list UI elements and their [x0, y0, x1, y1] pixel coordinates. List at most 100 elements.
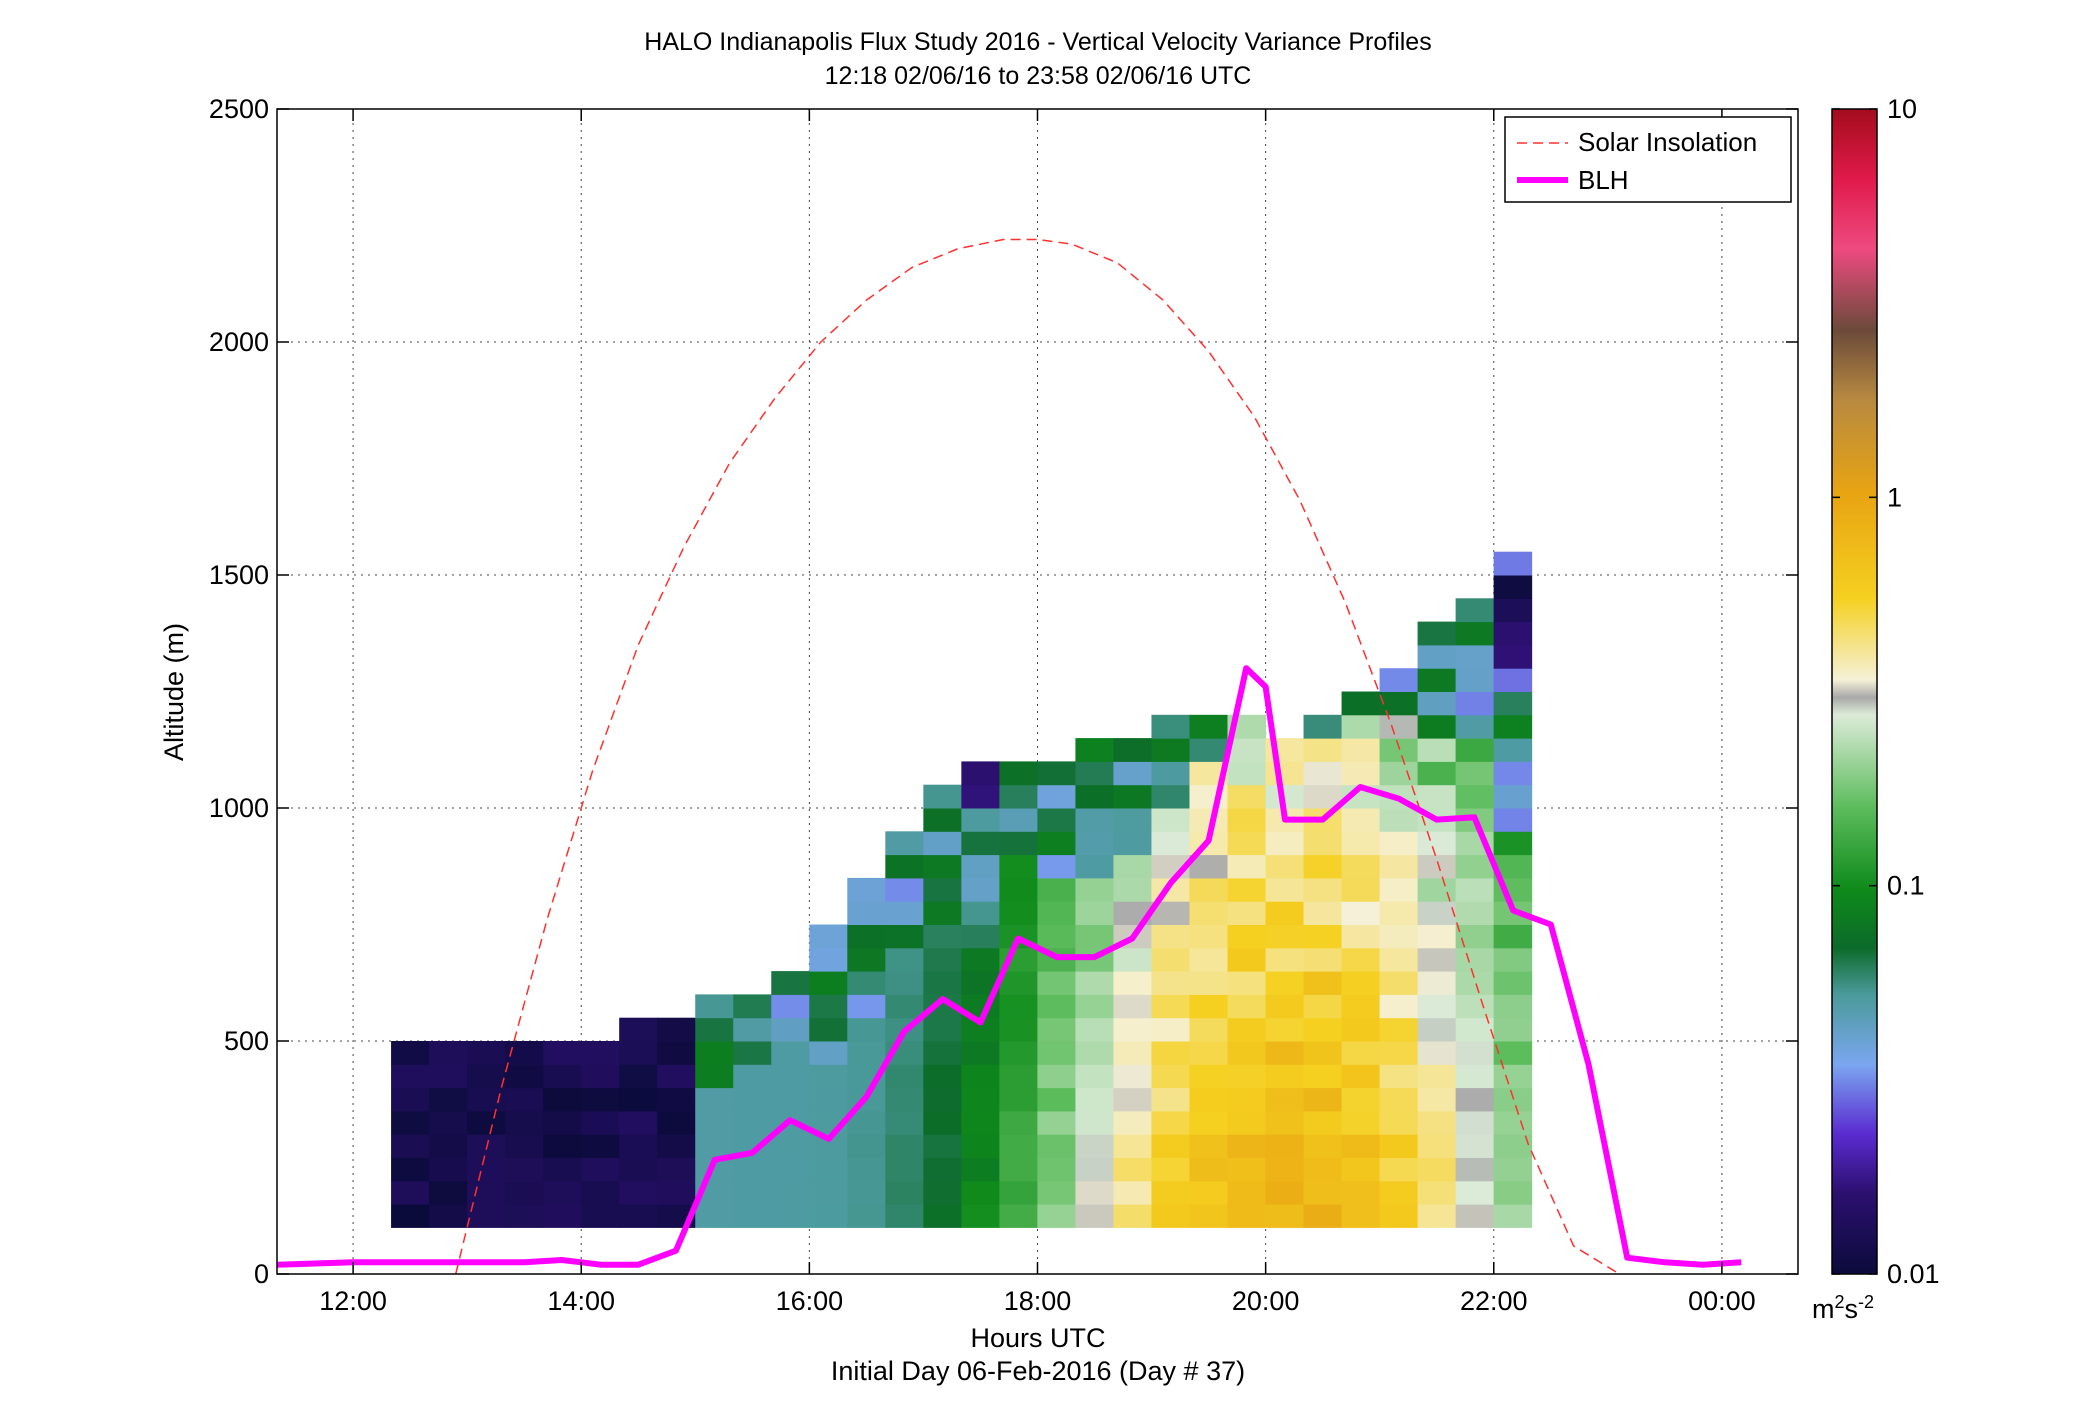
heatmap-cell — [543, 1064, 582, 1089]
heatmap-cell — [1379, 877, 1419, 902]
heatmap-cell — [1265, 1110, 1305, 1135]
heatmap-cell — [1379, 1087, 1419, 1112]
heatmap-cell — [923, 901, 962, 925]
heatmap-cell — [1151, 1041, 1190, 1065]
heatmap-cell — [1227, 784, 1267, 809]
heatmap-cell — [1493, 947, 1533, 972]
heatmap-cell — [1151, 1017, 1190, 1042]
heatmap-cell — [1037, 1157, 1076, 1182]
heatmap-cell — [923, 1017, 962, 1042]
heatmap-cell — [733, 994, 772, 1019]
heatmap-cell — [1151, 808, 1190, 832]
heatmap-cell — [1151, 1064, 1190, 1089]
heatmap-cell — [1037, 784, 1076, 809]
heatmap-cell — [809, 1180, 848, 1205]
heatmap-cell — [429, 1157, 468, 1182]
heatmap-cell — [1455, 877, 1495, 902]
heatmap-cell — [923, 1157, 962, 1182]
heatmap-cell — [1037, 808, 1076, 832]
heatmap-cell — [429, 1180, 468, 1205]
heatmap-cell — [961, 901, 1000, 925]
heatmap-cell — [923, 1041, 962, 1065]
heatmap-cell — [1189, 1157, 1228, 1182]
heatmap-cell — [1379, 901, 1419, 925]
heatmap-cell — [1417, 831, 1457, 856]
heatmap-cell — [1151, 1110, 1190, 1135]
heatmap-cell — [1265, 1134, 1305, 1158]
heatmap-cell — [1493, 971, 1533, 995]
heatmap-cell — [847, 1041, 886, 1065]
heatmap-cell — [771, 994, 810, 1019]
heatmap-cell — [1455, 924, 1495, 949]
heatmap-cell — [1227, 877, 1267, 902]
heatmap-cell — [1379, 761, 1419, 786]
heatmap-cell — [1493, 761, 1533, 786]
heatmap-cell — [1303, 1134, 1343, 1158]
heatmap-cell — [429, 1087, 468, 1112]
heatmap-cell — [1417, 1041, 1457, 1065]
heatmap-cell — [1151, 901, 1190, 925]
heatmap-cell — [847, 947, 886, 972]
heatmap-cell — [1417, 621, 1457, 646]
heatmap-cell — [1151, 994, 1190, 1019]
heatmap-cell — [1455, 1041, 1495, 1065]
heatmap-cell — [999, 1134, 1038, 1158]
heatmap-cell — [695, 1110, 734, 1135]
heatmap-cell — [543, 1110, 582, 1135]
heatmap-cell — [1265, 854, 1305, 879]
colorbar-tick-label: 0.01 — [1887, 1259, 1940, 1289]
heatmap-cell — [961, 831, 1000, 856]
heatmap-cell — [1227, 808, 1267, 832]
heatmap-cell — [1151, 947, 1190, 972]
heatmap-cell — [1379, 714, 1419, 739]
heatmap-cell — [543, 1204, 582, 1228]
heatmap-cell — [1075, 1204, 1114, 1228]
heatmap-cell — [1379, 1110, 1419, 1135]
heatmap-cell — [1227, 1180, 1267, 1205]
heatmap-cell — [885, 1134, 924, 1158]
y-tick-label: 500 — [224, 1026, 269, 1056]
heatmap-cell — [961, 1087, 1000, 1112]
heatmap-cell — [1493, 1134, 1533, 1158]
heatmap-cell — [1303, 761, 1343, 786]
heatmap-cell — [961, 924, 1000, 949]
heatmap-cell — [467, 1204, 506, 1228]
colorbar-unit-mid: s — [1845, 1294, 1859, 1324]
heatmap-cell — [1075, 901, 1114, 925]
heatmap-cell — [1417, 761, 1457, 786]
heatmap-cell — [1493, 738, 1533, 762]
heatmap-cell — [1379, 924, 1419, 949]
heatmap-cell — [505, 1204, 544, 1228]
x-axis-sublabel: Initial Day 06-Feb-2016 (Day # 37) — [831, 1356, 1245, 1386]
heatmap-cell — [1151, 1180, 1190, 1205]
heatmap-cell — [1037, 877, 1076, 902]
heatmap-cell — [961, 1110, 1000, 1135]
heatmap-cell — [429, 1110, 468, 1135]
heatmap-cell — [1265, 901, 1305, 925]
heatmap-cell — [1303, 1041, 1343, 1065]
heatmap-cell — [581, 1134, 620, 1158]
heatmap-cell — [1265, 877, 1305, 902]
heatmap-cell — [1075, 924, 1114, 949]
heatmap-cell — [1341, 1204, 1381, 1228]
heatmap-cell — [1303, 1180, 1343, 1205]
heatmap-cell — [581, 1180, 620, 1205]
heatmap-cell — [467, 1180, 506, 1205]
heatmap-cell — [657, 1087, 696, 1112]
heatmap-cell — [1455, 994, 1495, 1019]
heatmap-cell — [1075, 1134, 1114, 1158]
heatmap-cell — [1455, 971, 1495, 995]
heatmap-cell — [1151, 971, 1190, 995]
heatmap-cell — [1379, 738, 1419, 762]
heatmap-cell — [809, 1064, 848, 1089]
heatmap-cell — [1417, 971, 1457, 995]
heatmap-cell — [581, 1204, 620, 1228]
heatmap-cell — [809, 1157, 848, 1182]
heatmap-cell — [1493, 924, 1533, 949]
heatmap-cell — [1455, 738, 1495, 762]
heatmap-cell — [961, 761, 1000, 786]
heatmap-cell — [1037, 1204, 1076, 1228]
heatmap-cell — [1417, 924, 1457, 949]
heatmap-cell — [1379, 808, 1419, 832]
heatmap-cell — [619, 1017, 658, 1042]
